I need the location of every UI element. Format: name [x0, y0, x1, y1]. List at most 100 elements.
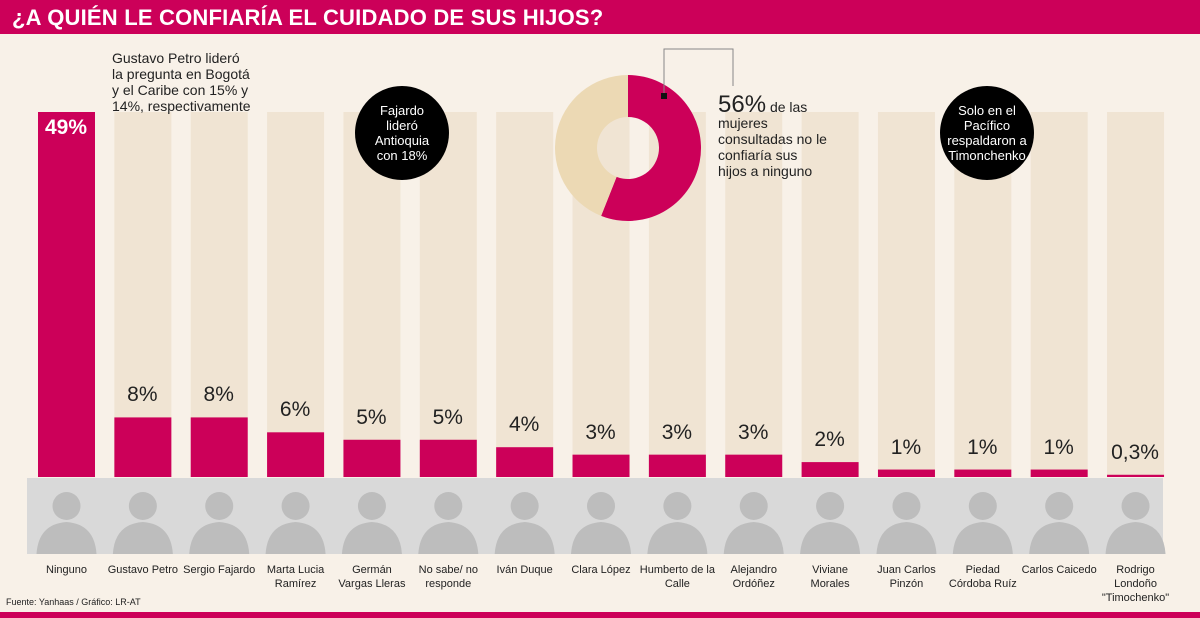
bar-value-label: 5% — [356, 405, 387, 429]
category-label: Viviane Morales — [810, 564, 850, 590]
portrait-body — [876, 522, 937, 554]
donut-text-2: mujeres consultadas no le confiaría sus … — [718, 115, 827, 179]
footer-bar — [0, 612, 1200, 618]
bar — [496, 447, 554, 477]
bar-track — [725, 112, 783, 477]
bar-track — [114, 112, 172, 477]
portrait-body — [265, 522, 326, 554]
bar — [419, 439, 477, 477]
bar — [877, 469, 935, 477]
category-label: Juan Carlos Pinzón — [877, 564, 936, 590]
portrait-body — [494, 522, 555, 554]
fajardo-bubble: Fajardo lideró Antioquia con 18% — [355, 86, 449, 180]
portrait-body — [723, 522, 784, 554]
portrait-body — [647, 522, 708, 554]
portrait-head — [1121, 492, 1150, 520]
bar-value-label: 3% — [738, 420, 769, 444]
portrait-head — [205, 492, 234, 520]
bar — [648, 454, 706, 477]
portrait-head — [816, 492, 845, 520]
portrait-body — [418, 522, 479, 554]
bar-value-label: 3% — [661, 420, 693, 444]
portrait-body — [952, 522, 1013, 554]
bar-value-label: 1% — [890, 435, 922, 459]
bar — [114, 417, 172, 477]
bar-value-label: 5% — [432, 405, 463, 429]
portrait-head — [968, 492, 997, 520]
category-label: Rodrigo Londoño "Timochenko" — [1101, 564, 1170, 604]
bar — [343, 439, 401, 477]
category-label: Germán Vargas Lleras — [338, 564, 406, 590]
portrait-body — [1105, 522, 1166, 554]
petro-annotation: Gustavo Petro lideró la pregunta en Bogo… — [112, 50, 251, 114]
chart-title: ¿A QUIÉN LE CONFIARÍA EL CUIDADO DE SUS … — [12, 5, 604, 30]
portrait-head — [434, 492, 463, 520]
bar — [954, 469, 1012, 477]
category-label: Humberto de la Calle — [639, 564, 715, 590]
category-label: Clara López — [571, 564, 631, 576]
portrait-head — [281, 492, 310, 520]
portrait-head — [357, 492, 386, 520]
portrait-head — [510, 492, 539, 520]
bar-value-label: 0,3% — [1111, 440, 1159, 464]
category-label: No sabe/ no responde — [418, 564, 478, 590]
bar — [38, 112, 95, 477]
timochenko-bubble: Solo en el Pacífico respaldaron a Timonc… — [940, 86, 1034, 180]
category-label: Gustavo Petro — [107, 564, 179, 576]
fajardo-bubble-text: Fajardo lideró Antioquia con 18% — [374, 103, 430, 163]
portrait-body — [189, 522, 250, 554]
bar-track — [877, 112, 935, 477]
category-label: Sergio Fajardo — [183, 564, 256, 576]
bar-track — [1030, 112, 1088, 477]
bar — [1030, 469, 1088, 477]
bar — [1107, 474, 1165, 477]
bar-track — [267, 112, 325, 477]
portrait-body — [571, 522, 632, 554]
portrait-head — [52, 492, 81, 520]
bar-track — [801, 112, 859, 477]
bar-value-label: 3% — [585, 420, 616, 444]
bar-value-label: 8% — [127, 383, 158, 407]
portrait-head — [663, 492, 692, 520]
donut-text-1: de las — [769, 99, 808, 115]
bar-value-label: 8% — [203, 383, 234, 407]
bar-value-label: 2% — [814, 428, 845, 452]
category-label: Iván Duque — [496, 564, 553, 576]
header-bar: ¿A QUIÉN LE CONFIARÍA EL CUIDADO DE SUS … — [0, 0, 1200, 34]
donut-slice-ninguno — [601, 75, 701, 221]
portrait-head — [128, 492, 157, 520]
category-label: Ninguno — [46, 564, 87, 576]
portrait-body — [1029, 522, 1090, 554]
portrait-body — [341, 522, 402, 554]
category-label: Carlos Caicedo — [1021, 564, 1097, 576]
bar — [190, 417, 248, 477]
bar-value-label: 49% — [44, 116, 88, 139]
portrait-head — [739, 492, 768, 520]
bar-value-label: 4% — [508, 413, 540, 437]
leader-dot — [661, 93, 667, 99]
bar-value-label: 6% — [279, 398, 311, 422]
donut-annotation: 56% de las mujeres consultadas no le con… — [718, 93, 828, 180]
bar-value-label: 1% — [1043, 435, 1074, 459]
category-label: Marta Lucia Ramírez — [266, 564, 325, 590]
portrait-head — [892, 492, 921, 520]
bar-track — [190, 112, 248, 477]
donut-slice-rest — [555, 75, 628, 216]
bar — [801, 462, 859, 477]
bar-track — [1107, 112, 1165, 477]
bar — [267, 432, 325, 477]
bar-track — [496, 112, 554, 477]
source-note: Fuente: Yanhaas / Gráfico: LR-AT — [6, 597, 141, 607]
bar-value-label: 1% — [967, 435, 998, 459]
bar-track — [419, 112, 477, 477]
portrait-head — [1045, 492, 1074, 520]
bar — [572, 454, 630, 477]
donut-value: 56% — [718, 91, 767, 118]
category-label: Alejandro Ordóñez — [730, 564, 777, 590]
portrait-body — [36, 522, 97, 554]
bar — [725, 454, 783, 477]
leader-line — [663, 48, 734, 96]
timochenko-bubble-text: Solo en el Pacífico respaldaron a Timonc… — [947, 103, 1027, 163]
portrait-head — [587, 492, 616, 520]
